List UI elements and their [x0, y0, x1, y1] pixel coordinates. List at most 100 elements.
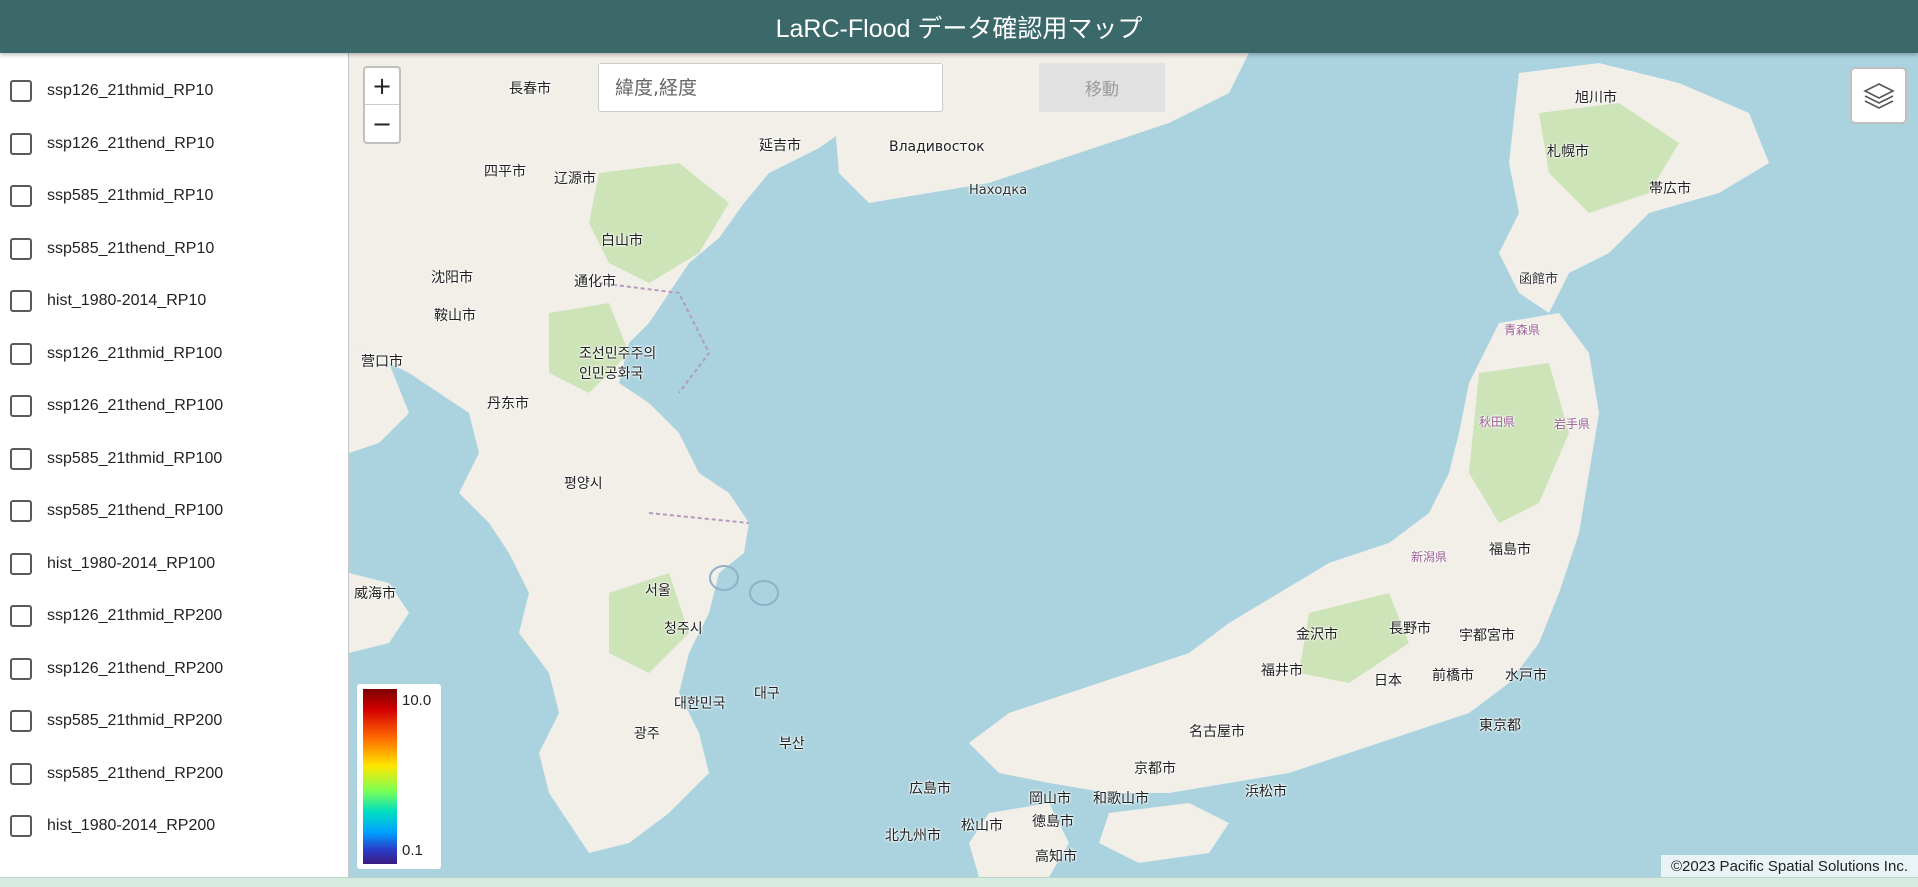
map-label: 조선민주주의인민공화국 [579, 346, 657, 382]
land-mainland [349, 53, 919, 853]
layer-item[interactable]: ssp126_21thmid_RP10 [0, 65, 348, 118]
map-label: 前橋市 [1432, 668, 1474, 684]
map-label: 대한민국 [674, 696, 726, 712]
map-label: Находка [969, 183, 1028, 198]
layer-label: ssp585_21thmid_RP10 [47, 187, 214, 205]
layer-checkbox[interactable] [10, 815, 32, 838]
map-label: Владивосток [889, 139, 985, 155]
move-button[interactable]: 移動 [1039, 63, 1165, 112]
layer-item[interactable]: ssp585_21thmid_RP10 [0, 170, 348, 223]
map-label: 函館市 [1519, 272, 1559, 287]
layer-item[interactable]: hist_1980-2014_RP10 [0, 275, 348, 328]
map-label: 高知市 [1035, 849, 1077, 865]
map-label: 北九州市 [885, 828, 941, 844]
map-label: 白山市 [601, 233, 643, 249]
layer-label: hist_1980-2014_RP200 [47, 817, 216, 835]
layer-item[interactable]: hist_1980-2014_RP100 [0, 538, 348, 591]
app-header: LaRC-Flood データ確認用マップ [0, 0, 1918, 53]
layer-checkbox[interactable] [10, 657, 32, 680]
map-label: 新潟県 [1411, 550, 1448, 564]
map-label: 日本 [1374, 673, 1402, 689]
attribution: ©2023 Pacific Spatial Solutions Inc. [1660, 855, 1918, 877]
map-label: 宇都宮市 [1459, 628, 1515, 644]
map-label: 평양시 [564, 476, 603, 492]
island [709, 565, 739, 591]
land-honshu [969, 313, 1599, 793]
layer-checkbox[interactable] [10, 342, 32, 365]
layer-item[interactable]: hist_1980-2014_RP200 [0, 800, 348, 853]
layer-label: ssp126_21thmid_RP100 [47, 344, 223, 362]
map-label: 서울 [645, 583, 671, 599]
attribution-text: ©2023 Pacific Spatial Solutions Inc. [1670, 857, 1908, 875]
layer-label: hist_1980-2014_RP10 [47, 292, 207, 310]
map-label: 通化市 [574, 274, 616, 290]
map-label: 沈阳市 [431, 270, 473, 286]
map-label: 和歌山市 [1093, 791, 1149, 807]
map-label: 威海市 [354, 586, 396, 602]
map-label: 鞍山市 [434, 308, 476, 324]
layer-checkbox[interactable] [10, 290, 32, 313]
layer-item[interactable]: ssp585_21thend_RP10 [0, 223, 348, 276]
layer-checkbox[interactable] [10, 447, 32, 470]
layer-label: ssp126_21thmid_RP200 [47, 607, 223, 625]
forest-area [589, 163, 729, 283]
border-line [648, 512, 750, 524]
zoom-out-button[interactable]: − [371, 109, 393, 138]
layer-sidebar: ssp126_21thmid_RP10 ssp126_21thend_RP10 … [0, 53, 349, 877]
map-label: 延吉市 [759, 138, 801, 154]
layer-checkbox[interactable] [10, 710, 32, 733]
layer-checkbox[interactable] [10, 132, 32, 155]
layer-item[interactable]: ssp126_21thend_RP10 [0, 118, 348, 171]
layer-checkbox[interactable] [10, 80, 32, 103]
layer-checkbox[interactable] [10, 552, 32, 575]
layer-checkbox[interactable] [10, 500, 32, 523]
border-line [598, 282, 711, 394]
layer-item[interactable]: ssp585_21thend_RP200 [0, 748, 348, 801]
forest-area [1469, 363, 1569, 523]
island [749, 580, 779, 606]
map-label: 帯広市 [1649, 181, 1691, 197]
layer-item[interactable]: ssp126_21thend_RP200 [0, 643, 348, 696]
layer-item[interactable]: ssp126_21thend_RP100 [0, 380, 348, 433]
layer-label: ssp585_21thmid_RP100 [47, 449, 223, 467]
layer-item[interactable]: ssp585_21thmid_RP200 [0, 695, 348, 748]
latlng-search-input[interactable] [598, 63, 943, 112]
layer-checkbox[interactable] [10, 605, 32, 628]
legend-min-value: 0.1 [402, 842, 423, 859]
map-view[interactable]: 長春市 延吉市 Владивосток Находка 四平市 辽源市 白山市 … [349, 53, 1918, 877]
layer-item[interactable]: ssp126_21thmid_RP200 [0, 590, 348, 643]
map-label: 秋田県 [1479, 415, 1516, 429]
map-label: 四平市 [484, 164, 526, 180]
layer-checkbox[interactable] [10, 237, 32, 260]
zoom-in-button[interactable]: + [365, 68, 399, 105]
legend-max-value: 10.0 [402, 692, 432, 709]
layer-label: hist_1980-2014_RP100 [47, 554, 216, 572]
layers-button[interactable] [1850, 67, 1907, 124]
layer-item[interactable]: ssp126_21thmid_RP100 [0, 328, 348, 381]
layer-item[interactable]: ssp585_21thend_RP100 [0, 485, 348, 538]
layer-checkbox[interactable] [10, 395, 32, 418]
map-label: 岩手県 [1554, 417, 1591, 431]
layer-item[interactable]: ssp585_21thmid_RP100 [0, 433, 348, 486]
land-kyushu [969, 803, 1069, 877]
map-label: 청주시 [664, 621, 703, 637]
forest-area [1539, 103, 1679, 213]
layers-icon [1862, 82, 1895, 109]
forest-area [1299, 593, 1409, 683]
layer-label: ssp126_21thmid_RP10 [47, 82, 214, 100]
map-label: 浜松市 [1245, 784, 1287, 800]
legend-color-bar [363, 689, 397, 864]
map-label: 長野市 [1389, 621, 1431, 637]
layer-checkbox[interactable] [10, 762, 32, 785]
map-label: 营口市 [361, 354, 403, 370]
layer-checkbox[interactable] [10, 185, 32, 208]
zoom-control: + − [363, 66, 401, 144]
layer-label: ssp126_21thend_RP10 [47, 134, 215, 152]
layer-label: ssp585_21thmid_RP200 [47, 712, 223, 730]
map-label: 岡山市 [1029, 791, 1071, 807]
map-label: 丹东市 [487, 396, 529, 412]
layer-label: ssp585_21thend_RP100 [47, 502, 224, 520]
layer-label: ssp126_21thend_RP200 [47, 659, 224, 677]
map-label: 福島市 [1489, 542, 1531, 558]
land-shikoku [1099, 803, 1229, 863]
